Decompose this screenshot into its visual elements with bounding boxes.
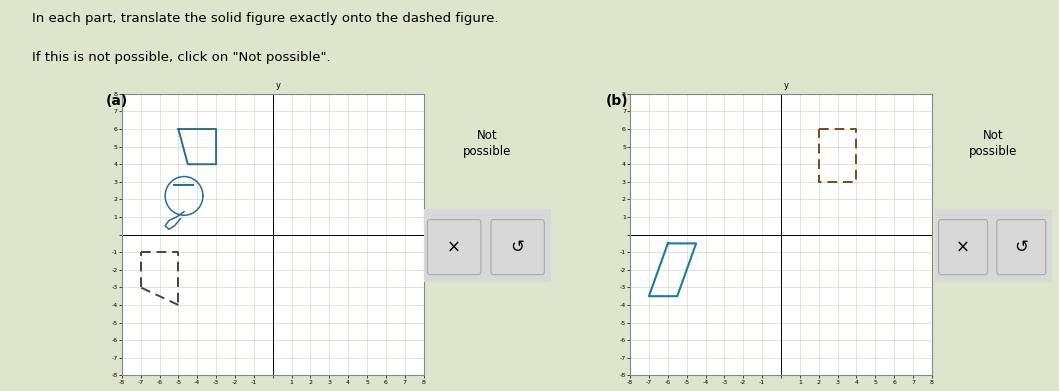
Text: y: y (275, 81, 281, 90)
Text: y: y (784, 81, 789, 90)
FancyBboxPatch shape (997, 220, 1046, 274)
Text: ×: × (956, 238, 970, 256)
Text: ↺: ↺ (510, 238, 524, 256)
Bar (935, 209, 1052, 282)
Text: ×: × (447, 238, 461, 256)
Text: x: x (434, 235, 439, 244)
FancyBboxPatch shape (428, 220, 481, 274)
Text: In each part, translate the solid figure exactly onto the dashed figure.: In each part, translate the solid figure… (32, 12, 499, 25)
FancyBboxPatch shape (491, 220, 544, 274)
Text: ↺: ↺ (1015, 238, 1028, 256)
FancyBboxPatch shape (938, 220, 987, 274)
Text: If this is not possible, click on "Not possible".: If this is not possible, click on "Not p… (32, 51, 330, 64)
Text: (a): (a) (106, 94, 128, 108)
Bar (424, 209, 551, 282)
Text: Not
possible: Not possible (463, 129, 511, 158)
Text: Not
possible: Not possible (969, 129, 1018, 158)
Text: (b): (b) (606, 94, 628, 108)
Text: x: x (943, 235, 948, 244)
